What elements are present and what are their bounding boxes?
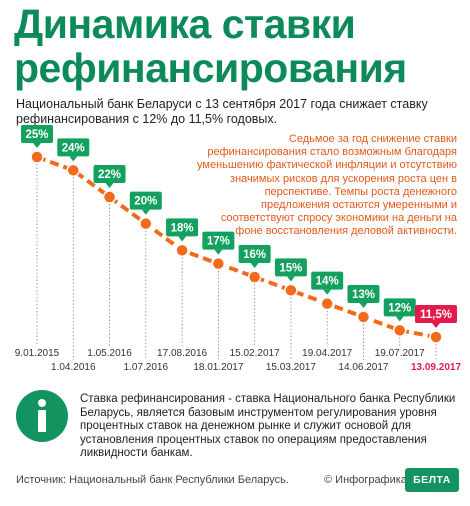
value-label: 20% (134, 196, 157, 208)
value-label-box (202, 231, 235, 250)
data-point (30, 150, 44, 164)
value-label-box (21, 125, 53, 143)
value-label-pointer (141, 209, 150, 215)
value-label-box (311, 271, 344, 290)
value-label-box (166, 218, 199, 237)
data-point (429, 330, 443, 344)
value-label: 24% (62, 142, 85, 154)
data-point (139, 216, 153, 231)
date-label: 17.08.2016 (157, 348, 207, 359)
date-label: 1.05.2016 (87, 348, 132, 359)
data-point (284, 283, 298, 298)
date-label: 19.04.2017 (302, 348, 352, 359)
value-label: 16% (243, 249, 266, 261)
source-text: Источник: Национальный банк Республики Б… (16, 474, 289, 486)
value-label-pointer (214, 249, 223, 255)
credit-text: © Инфографика (324, 474, 407, 486)
date-label: 18.01.2017 (193, 362, 243, 373)
data-point (392, 323, 407, 338)
date-label: 19.07.2017 (375, 348, 425, 359)
value-label-pointer (359, 303, 368, 308)
title-line-1: Динамика ставки (14, 1, 356, 47)
chart-note: Седьмое за год снижение ставки рефинанси… (197, 133, 457, 238)
value-label-box (57, 138, 90, 157)
data-point (356, 310, 371, 324)
value-label-box (415, 305, 457, 323)
belta-logo: БЕЛТА (405, 468, 459, 492)
data-point (320, 296, 334, 311)
date-label: 13.09.2017 (411, 362, 461, 373)
value-label-pointer (286, 276, 295, 282)
value-label-box (238, 245, 271, 263)
date-label: 15.03.2017 (266, 362, 316, 373)
value-label-pointer (250, 263, 259, 268)
rate-chart: 25% 9.01.2015 24% 1.04.2016 22% 1.05.2016 20% 1… (15, 125, 461, 373)
value-label-box (383, 298, 416, 317)
value-label: 17% (207, 236, 230, 248)
info-block: Ставка рефинансирования - ставка Национа… (16, 390, 462, 459)
data-point (66, 163, 81, 178)
title-line-2: рефинансирования (14, 45, 407, 91)
data-point (247, 270, 262, 284)
value-label: 13% (352, 289, 375, 301)
date-label: 9.01.2015 (15, 348, 60, 359)
value-label-pointer (178, 236, 187, 242)
subtitle: Национальный банк Беларуси с 13 сентября… (16, 97, 428, 126)
value-label: 11,5% (420, 309, 452, 321)
info-text: Ставка рефинансирования - ставка Национа… (80, 393, 456, 459)
page-title: Динамика ставки рефинансирования (14, 2, 407, 90)
rate-line (36, 155, 437, 339)
value-label: 18% (171, 222, 194, 234)
data-point (211, 256, 226, 271)
date-label: 14.06.2017 (338, 362, 388, 373)
date-label: 15.02.2017 (230, 348, 280, 359)
value-label: 25% (25, 129, 48, 141)
value-label: 14% (316, 276, 339, 288)
value-label-pointer (105, 183, 114, 188)
data-point (102, 190, 117, 204)
value-label-pointer (395, 316, 404, 322)
value-label-box (129, 191, 162, 210)
data-point (175, 243, 189, 258)
value-label-pointer (69, 156, 78, 162)
info-icon (16, 390, 68, 442)
date-label: 1.04.2016 (51, 362, 96, 373)
date-label: 1.07.2016 (124, 362, 169, 373)
value-label: 22% (98, 169, 121, 181)
value-label-box (347, 285, 380, 303)
value-label-pointer (432, 323, 440, 328)
value-label-box (274, 258, 307, 277)
value-label-pointer (323, 289, 332, 295)
value-label: 12% (388, 302, 411, 314)
value-label-box (93, 165, 126, 183)
value-label-pointer (33, 143, 41, 148)
value-label: 15% (279, 262, 302, 274)
